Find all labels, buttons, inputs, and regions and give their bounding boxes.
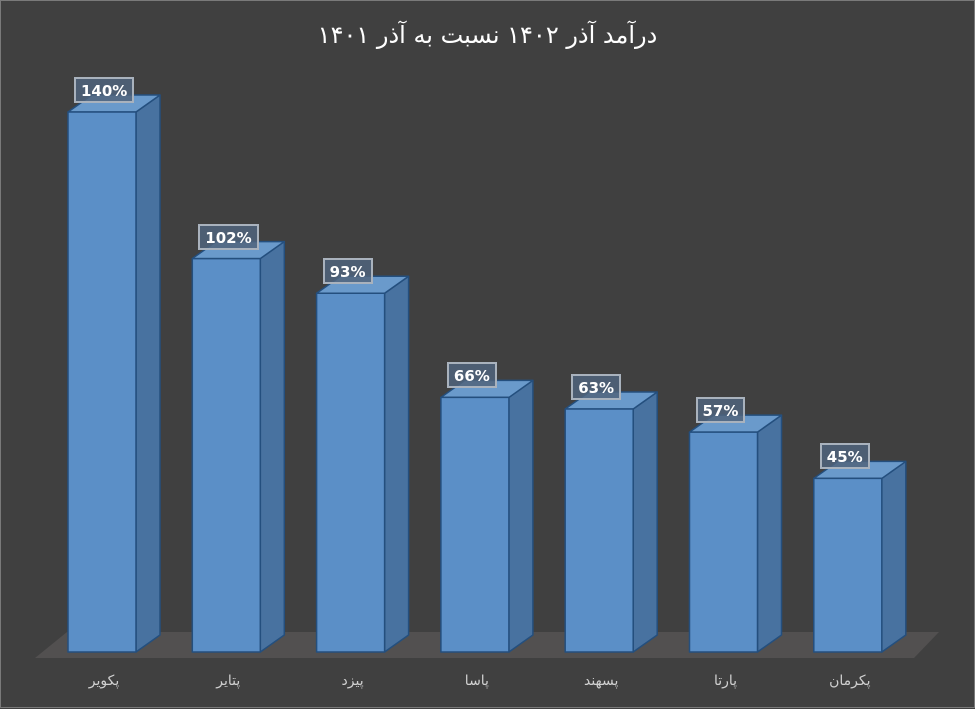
x-axis-label: پتایر <box>216 673 241 689</box>
bar <box>315 275 410 653</box>
data-label: 140% <box>74 77 135 103</box>
bar <box>813 460 907 653</box>
x-axis-label: پسهند <box>583 673 619 689</box>
x-axis-label: پکویر <box>88 673 120 689</box>
data-label: 93% <box>322 258 373 285</box>
x-axis-label: پارتا <box>713 673 738 689</box>
x-axis-label: پیزد <box>341 673 364 689</box>
bar <box>191 240 286 653</box>
chart-title: درآمد آذر ۱۴۰۲ نسبت به آذر ۱۴۰۱ <box>317 21 658 49</box>
data-label: 63% <box>571 374 622 400</box>
data-label: 102% <box>198 223 259 250</box>
bar <box>688 414 783 653</box>
bar <box>564 391 658 653</box>
x-axis-label: پاسا <box>464 673 489 689</box>
data-label: 45% <box>819 443 870 470</box>
data-label: 66% <box>446 362 497 389</box>
bar <box>440 379 534 653</box>
bar <box>67 94 161 653</box>
data-label: 57% <box>695 397 746 424</box>
x-axis-label: پکرمان <box>829 673 871 689</box>
